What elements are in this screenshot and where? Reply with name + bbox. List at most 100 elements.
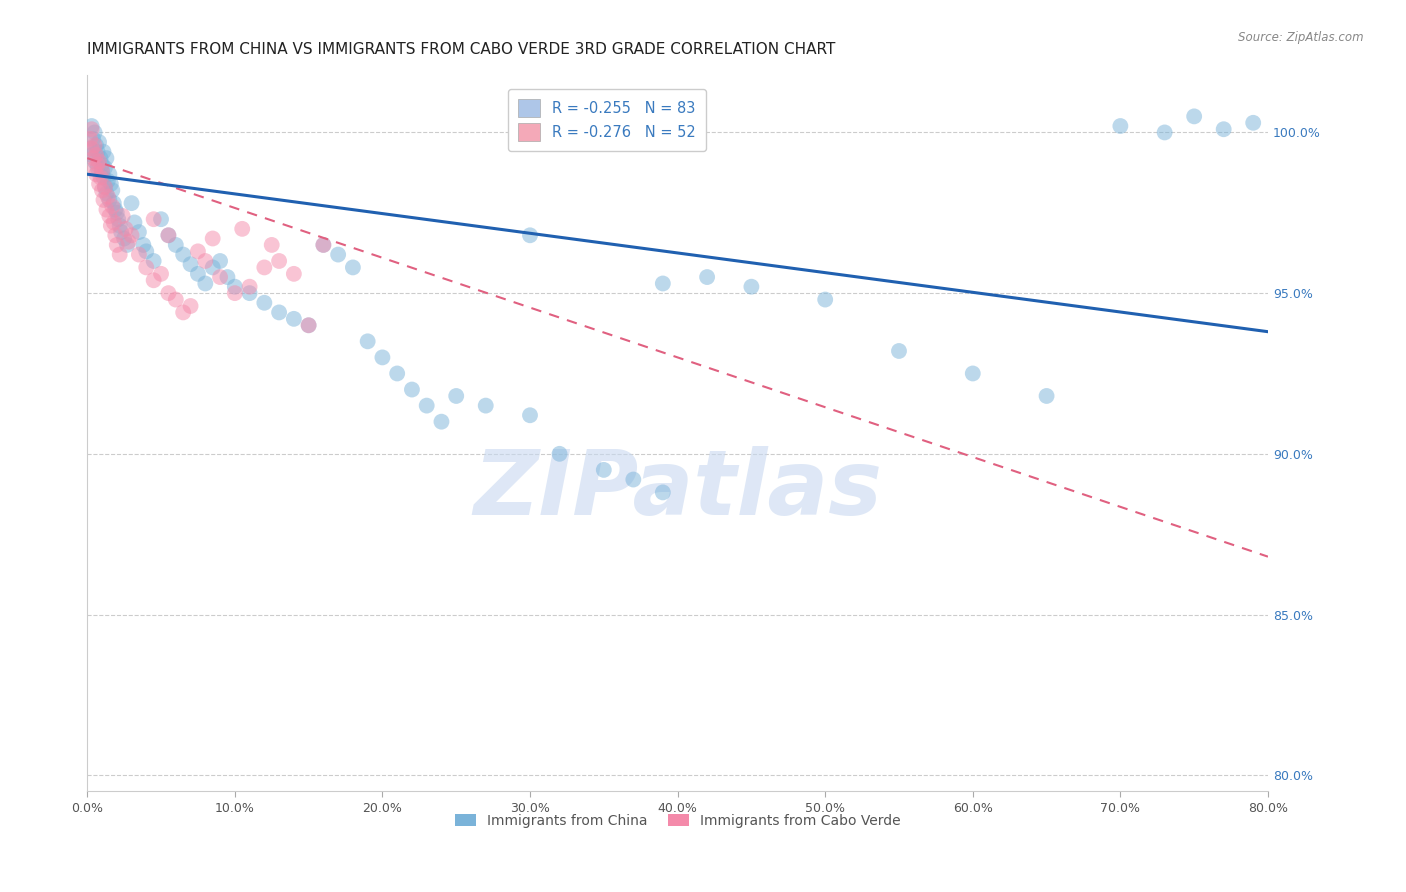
Point xyxy=(82,132,104,146)
Point xyxy=(86,145,108,159)
Point xyxy=(621,473,644,487)
Point xyxy=(172,247,194,261)
Point xyxy=(135,244,157,259)
Point xyxy=(87,177,110,191)
Point xyxy=(1212,122,1234,136)
Point xyxy=(121,196,143,211)
Point xyxy=(962,367,984,381)
Point xyxy=(132,238,155,252)
Point xyxy=(96,202,118,217)
Point xyxy=(94,161,117,175)
Point xyxy=(80,119,103,133)
Point xyxy=(121,228,143,243)
Point xyxy=(104,228,127,243)
Point xyxy=(97,174,120,188)
Point xyxy=(180,299,202,313)
Point xyxy=(519,409,541,423)
Point xyxy=(283,311,305,326)
Point xyxy=(108,219,131,233)
Point xyxy=(209,270,232,285)
Point xyxy=(592,463,614,477)
Point xyxy=(93,170,115,185)
Point xyxy=(94,180,117,194)
Point xyxy=(103,196,125,211)
Point xyxy=(356,334,378,349)
Point xyxy=(740,279,762,293)
Point xyxy=(104,202,127,217)
Point xyxy=(157,286,180,301)
Point xyxy=(430,415,453,429)
Point xyxy=(87,154,110,169)
Point xyxy=(98,209,121,223)
Point xyxy=(86,158,108,172)
Point xyxy=(112,231,135,245)
Point xyxy=(157,228,180,243)
Point xyxy=(79,132,101,146)
Point xyxy=(142,254,165,268)
Point xyxy=(217,270,239,285)
Point xyxy=(385,367,408,381)
Text: ZIPatlas: ZIPatlas xyxy=(472,446,882,534)
Point xyxy=(172,305,194,319)
Point xyxy=(83,138,105,153)
Point xyxy=(98,193,121,207)
Point xyxy=(124,215,146,229)
Point xyxy=(150,267,173,281)
Point xyxy=(107,212,129,227)
Point xyxy=(444,389,467,403)
Point xyxy=(298,318,321,333)
Point xyxy=(91,164,114,178)
Point xyxy=(96,186,118,201)
Point xyxy=(87,135,110,149)
Point xyxy=(224,286,246,301)
Point xyxy=(142,212,165,227)
Point xyxy=(194,254,217,268)
Point xyxy=(84,148,107,162)
Point xyxy=(157,228,180,243)
Point xyxy=(108,247,131,261)
Point xyxy=(253,295,276,310)
Point xyxy=(114,222,136,236)
Point xyxy=(1153,125,1175,139)
Point xyxy=(283,267,305,281)
Point xyxy=(187,244,209,259)
Point xyxy=(231,222,253,236)
Point xyxy=(89,170,111,185)
Text: IMMIGRANTS FROM CHINA VS IMMIGRANTS FROM CABO VERDE 3RD GRADE CORRELATION CHART: IMMIGRANTS FROM CHINA VS IMMIGRANTS FROM… xyxy=(87,42,835,57)
Point xyxy=(1035,389,1057,403)
Point xyxy=(91,158,114,172)
Point xyxy=(117,235,139,249)
Point xyxy=(201,260,224,275)
Point xyxy=(239,286,262,301)
Point xyxy=(86,161,108,175)
Point xyxy=(239,279,262,293)
Point xyxy=(100,219,122,233)
Point xyxy=(80,141,103,155)
Point xyxy=(1241,116,1264,130)
Point xyxy=(150,212,173,227)
Point xyxy=(100,177,122,191)
Point xyxy=(342,260,364,275)
Point xyxy=(91,183,114,197)
Point xyxy=(83,125,105,139)
Point xyxy=(269,254,291,268)
Point xyxy=(89,151,111,165)
Point xyxy=(298,318,321,333)
Point xyxy=(110,225,132,239)
Point xyxy=(82,151,104,165)
Point xyxy=(253,260,276,275)
Point xyxy=(97,190,120,204)
Point xyxy=(84,167,107,181)
Point xyxy=(696,270,718,285)
Point xyxy=(96,151,118,165)
Point xyxy=(180,257,202,271)
Point xyxy=(103,215,125,229)
Point xyxy=(105,238,128,252)
Point xyxy=(887,343,910,358)
Point xyxy=(651,485,673,500)
Point xyxy=(187,267,209,281)
Point xyxy=(814,293,837,307)
Point xyxy=(91,164,114,178)
Point xyxy=(651,277,673,291)
Point xyxy=(474,399,496,413)
